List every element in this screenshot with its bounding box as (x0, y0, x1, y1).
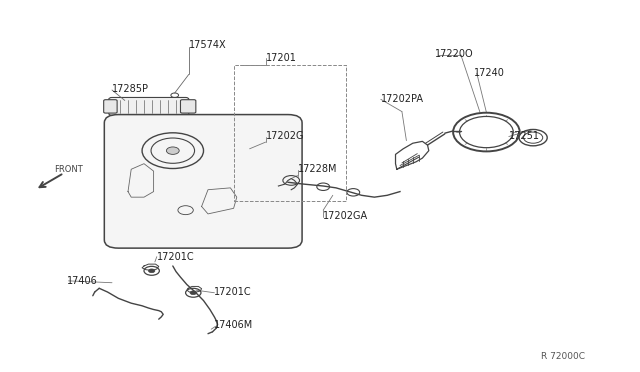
Circle shape (190, 291, 196, 295)
Text: 17574X: 17574X (189, 40, 227, 49)
Bar (234, 65, 346, 201)
Text: 17240: 17240 (474, 68, 504, 77)
Circle shape (166, 147, 179, 154)
FancyBboxPatch shape (104, 115, 302, 248)
FancyBboxPatch shape (180, 100, 196, 113)
Text: 17251: 17251 (509, 131, 540, 141)
Text: 17202G: 17202G (266, 131, 304, 141)
Text: 17228M: 17228M (298, 164, 337, 174)
Text: FRONT: FRONT (54, 165, 83, 174)
Text: 17202GA: 17202GA (323, 211, 369, 221)
Text: 17406: 17406 (67, 276, 98, 286)
Text: 17406M: 17406M (214, 321, 253, 330)
Text: 17285P: 17285P (112, 84, 149, 94)
Text: 17201C: 17201C (214, 287, 252, 297)
Text: 17220O: 17220O (435, 49, 474, 59)
Text: 17202PA: 17202PA (381, 94, 424, 103)
Circle shape (148, 269, 155, 273)
Text: 17201: 17201 (266, 53, 296, 62)
Text: R 72000C: R 72000C (541, 352, 585, 361)
FancyBboxPatch shape (104, 100, 117, 113)
Text: 17201C: 17201C (157, 252, 195, 262)
FancyBboxPatch shape (109, 97, 189, 115)
